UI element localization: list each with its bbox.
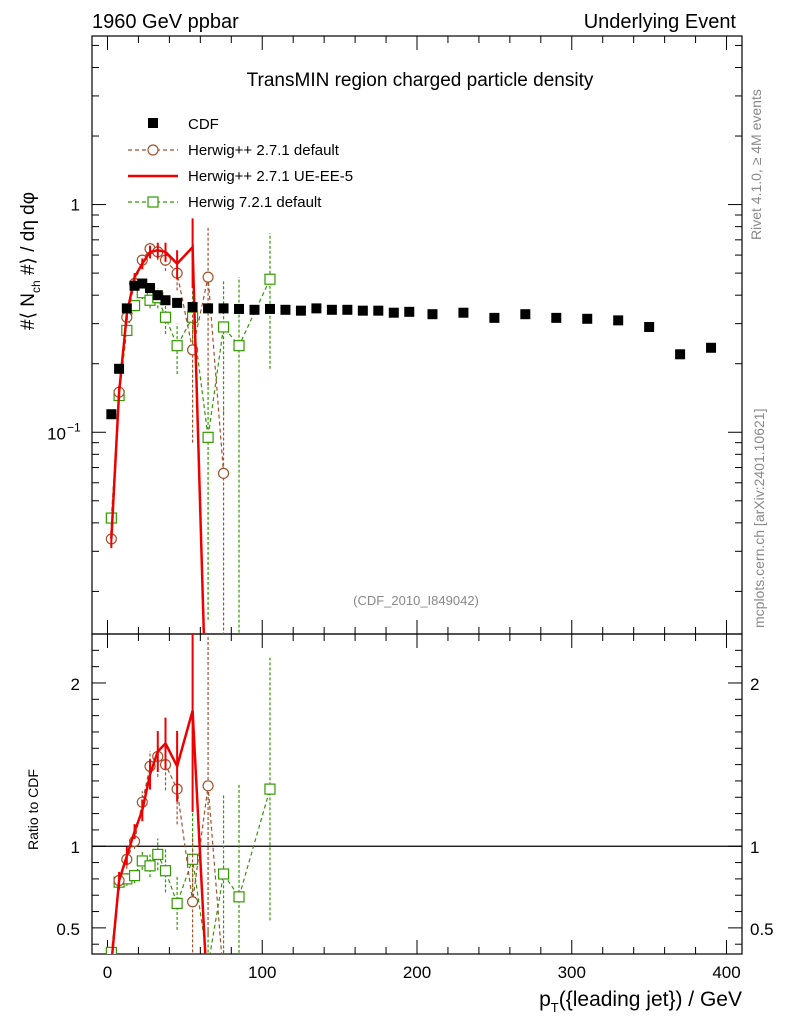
series-herwigpp_ueee5 bbox=[110, 218, 206, 634]
cdf-data-point bbox=[187, 301, 198, 312]
plot-title: TransMIN region charged particle density bbox=[247, 70, 594, 91]
herwigpp-default-data-point bbox=[217, 467, 230, 479]
cdf-data-point bbox=[152, 290, 163, 301]
cdf-data-point bbox=[137, 278, 148, 289]
ratio-tick-label: 1 bbox=[71, 838, 80, 857]
cdf-data-point bbox=[218, 303, 229, 314]
herwig7-data-point bbox=[144, 860, 156, 872]
herwig7-data-point bbox=[217, 321, 230, 333]
series-layer bbox=[105, 218, 717, 634]
cdf-data-point bbox=[613, 315, 624, 326]
cdf-data-point bbox=[551, 312, 562, 323]
herwig7-data-point bbox=[171, 340, 183, 352]
cdf-data-point bbox=[520, 309, 531, 320]
cdf-data-point bbox=[106, 409, 117, 420]
cdf-data-point bbox=[644, 321, 655, 332]
cdf-data-point bbox=[234, 303, 245, 314]
cdf-data-point bbox=[373, 305, 384, 316]
herwig7-data-point bbox=[128, 870, 141, 882]
cdf-data-point bbox=[295, 305, 306, 316]
x-axis-label: pT({leading jet}) / GeV bbox=[539, 988, 742, 1015]
herwig7-data-point bbox=[264, 273, 276, 285]
mcplots-url-label: mcplots.cern.ch [arXiv:2401.10621] bbox=[751, 409, 767, 628]
cdf-data-point bbox=[264, 303, 275, 314]
legend-herwig7-marker bbox=[147, 196, 159, 208]
cdf-data-point bbox=[489, 312, 500, 323]
cdf-data-point bbox=[145, 283, 156, 294]
herwig7-data-point bbox=[202, 431, 214, 443]
herwig7-data-point bbox=[186, 853, 199, 865]
cdf-data-point bbox=[342, 304, 353, 315]
y-tick-label: 1 bbox=[71, 196, 80, 215]
cdf-data-point bbox=[160, 295, 171, 306]
legend: CDF Herwig++ 2.7.1 default Herwig++ 2.7.… bbox=[128, 116, 353, 211]
ratio-tick-label: 2 bbox=[71, 675, 80, 694]
cdf-data-point bbox=[427, 309, 438, 320]
y-tick-label: 10 bbox=[47, 424, 66, 443]
x-tick-label: 200 bbox=[403, 963, 431, 982]
cdf-data-point bbox=[249, 304, 260, 315]
series-line-herwigpp_default bbox=[110, 247, 225, 539]
cdf-data-point bbox=[582, 313, 593, 324]
herwig7-data-point bbox=[152, 848, 164, 861]
series-herwigpp_ueee5 bbox=[111, 634, 207, 954]
legend-herwigpp-default-marker bbox=[147, 144, 159, 156]
legend-label-herwigpp-ueee5: Herwig++ 2.7.1 UE-EE-5 bbox=[188, 168, 353, 185]
herwig7-data-point bbox=[217, 868, 230, 880]
y-axis-label: #⟨ Nch #⟩ / dη dφ bbox=[18, 192, 43, 330]
analysis-id: (CDF_2010_I849042) bbox=[353, 593, 479, 608]
herwigpp-default-data-point bbox=[186, 896, 199, 908]
cdf-data-point bbox=[326, 304, 337, 315]
cdf-data-point bbox=[311, 303, 322, 314]
ratio-layer bbox=[105, 634, 276, 983]
cdf-data-point bbox=[388, 307, 399, 318]
cdf-data-point bbox=[114, 363, 125, 374]
herwig7-data-point bbox=[233, 891, 245, 903]
ratio-tick-label-right: 0.5 bbox=[750, 920, 774, 939]
ratio-tick-label-right: 2 bbox=[750, 675, 759, 694]
x-tick-label: 400 bbox=[712, 963, 740, 982]
cdf-data-point bbox=[675, 349, 686, 360]
herwigpp-default-data-point bbox=[202, 780, 214, 792]
series-herwig7 bbox=[105, 233, 276, 634]
cdf-data-point bbox=[458, 307, 469, 318]
x-tick-label: 100 bbox=[248, 963, 276, 982]
y-tick-label-exponent: −1 bbox=[67, 420, 81, 434]
x-tick-label: 0 bbox=[103, 963, 112, 982]
cdf-data-point bbox=[404, 306, 415, 317]
series-line-herwigpp_default bbox=[111, 755, 223, 954]
x-tick-label: 300 bbox=[558, 963, 586, 982]
herwigpp-default-data-point bbox=[202, 271, 214, 283]
ratio-tick-label: 0.5 bbox=[56, 920, 80, 939]
cdf-data-point bbox=[280, 304, 291, 315]
herwigpp-default-data-point bbox=[219, 973, 229, 983]
cdf-data-point bbox=[357, 305, 368, 316]
series-cdf bbox=[106, 278, 717, 420]
series-herwigpp_default bbox=[111, 636, 229, 983]
header-left: 1960 GeV ppbar bbox=[92, 11, 239, 33]
rivet-version-label: Rivet 4.1.0, ≥ 4M events bbox=[748, 89, 764, 240]
legend-label-cdf: CDF bbox=[188, 116, 219, 133]
herwig7-data-point bbox=[203, 960, 213, 970]
cdf-data-point bbox=[706, 342, 717, 353]
ratio-y-axis-label: Ratio to CDF bbox=[25, 769, 41, 850]
legend-cdf-marker bbox=[148, 118, 158, 128]
herwig7-data-point bbox=[159, 311, 172, 323]
herwig7-data-point bbox=[121, 324, 133, 337]
cdf-data-point bbox=[121, 303, 132, 314]
cdf-data-point bbox=[129, 280, 140, 291]
header-right: Underlying Event bbox=[584, 11, 737, 33]
cdf-data-point bbox=[172, 297, 183, 308]
herwig7-data-point bbox=[171, 897, 183, 909]
legend-label-herwig7: Herwig 7.2.1 default bbox=[188, 194, 322, 211]
series-herwig7 bbox=[105, 657, 276, 970]
ratio-tick-label-right: 1 bbox=[750, 838, 759, 857]
legend-label-herwigpp-default: Herwig++ 2.7.1 default bbox=[188, 142, 340, 159]
cdf-data-point bbox=[203, 303, 214, 314]
herwig7-data-point bbox=[159, 865, 172, 877]
herwig7-data-point bbox=[233, 340, 245, 352]
axes-layer: 0 100 200 300 400 1 10 −1 0.5 0.5 1 1 2 2 bbox=[47, 36, 774, 982]
herwig7-data-point bbox=[264, 783, 276, 795]
